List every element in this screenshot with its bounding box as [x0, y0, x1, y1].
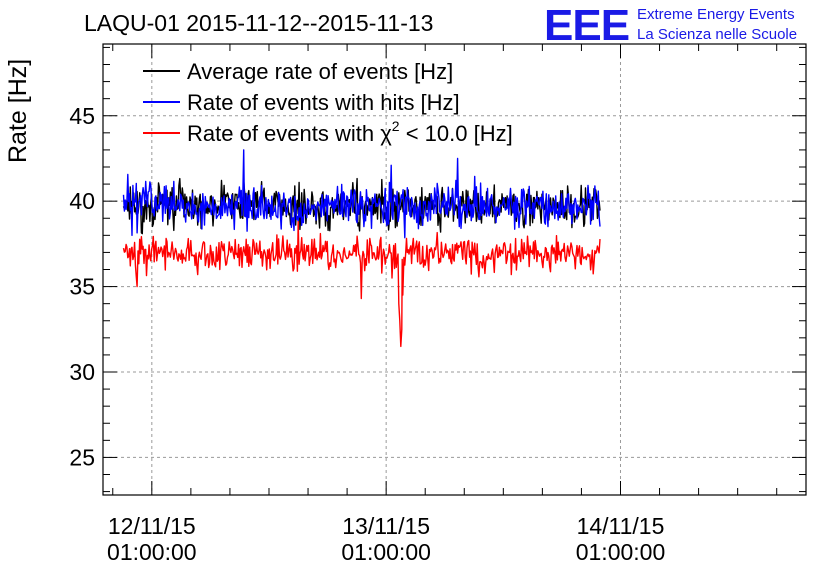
y-tick-label: 35: [69, 274, 95, 300]
x-tick-label-date: 14/11/15: [577, 513, 665, 539]
legend-label-chi2: Rate of events with χ2 < 10.0 [Hz]: [187, 118, 513, 146]
logo-line-1: Extreme Energy Events: [637, 6, 795, 23]
y-tick-label: 30: [69, 359, 95, 385]
x-tick-label-time: 01:00:00: [107, 539, 197, 565]
legend: Average rate of events [Hz] Rate of even…: [143, 59, 513, 146]
x-tick-label-time: 01:00:00: [341, 539, 431, 565]
chart-title: LAQU-01 2015-11-12--2015-11-13: [84, 10, 433, 36]
series-line-2: [122, 220, 601, 348]
x-tick-label-time: 01:00:00: [576, 539, 666, 565]
x-tick-labels: 12/11/1501:00:0013/11/1501:00:0014/11/15…: [107, 513, 665, 565]
legend-label-hits: Rate of events with hits [Hz]: [187, 90, 460, 115]
eee-logo: EEE: [544, 1, 629, 50]
y-axis-label: Rate [Hz]: [4, 59, 32, 163]
x-tick-label-date: 12/11/15: [108, 513, 196, 539]
series-line-1: [122, 149, 601, 239]
y-tick-label: 25: [69, 444, 95, 470]
y-tick-label: 45: [69, 103, 95, 129]
x-tick-label-date: 13/11/15: [342, 513, 430, 539]
logo-line-2: La Scienza nelle Scuole: [637, 26, 797, 43]
y-tick-labels: 25 30 35 40 45: [69, 103, 95, 471]
y-tick-label: 40: [69, 188, 95, 214]
series-layer: [122, 149, 601, 348]
axes: [102, 43, 807, 496]
legend-label-average: Average rate of events [Hz]: [187, 59, 453, 84]
